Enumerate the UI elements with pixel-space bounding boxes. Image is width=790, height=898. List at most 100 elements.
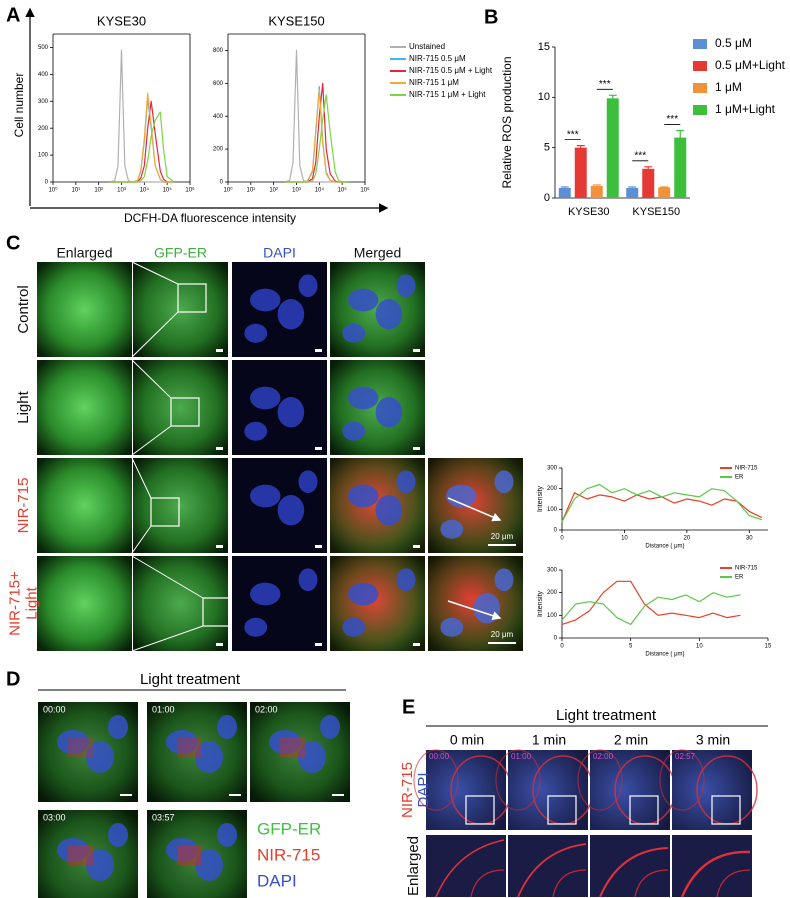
membrane [495, 749, 541, 811]
nucleus [473, 593, 501, 624]
nucleus [348, 386, 379, 410]
zoom-box [465, 795, 495, 825]
micrograph-enlarged [590, 835, 670, 897]
panel-title: Light treatment [140, 671, 241, 688]
y-axis-label: Intensity [537, 590, 544, 617]
profile-arrow [447, 600, 502, 620]
error-bar [560, 186, 569, 188]
zoom-line [131, 555, 204, 599]
nucleus [250, 582, 281, 606]
time-label: 3 min [696, 732, 730, 748]
x-tick-label: 10³ [117, 188, 126, 194]
zoom-box [177, 283, 207, 313]
nir-speckle [177, 737, 202, 757]
timestamp: 01:00 [511, 752, 532, 761]
y-tick-label: 0 [45, 180, 49, 186]
nucleus [108, 823, 128, 847]
nucleus [298, 568, 318, 592]
row-label: Light [23, 586, 40, 619]
error-bar [592, 184, 601, 186]
scale-label: 20 μm [491, 630, 514, 639]
micrograph-er [133, 556, 228, 651]
nucleus [277, 397, 305, 428]
y-axis-label: Cell number [12, 73, 26, 138]
x-tick-label: 10⁴ [140, 187, 150, 194]
nucleus [348, 582, 379, 606]
y-tick-label: 400 [213, 114, 224, 120]
nucleus [195, 741, 223, 773]
significance-label: *** [634, 150, 646, 161]
legend-swatch [693, 39, 707, 49]
y-tick-label: 0 [554, 636, 558, 642]
bar [574, 147, 587, 198]
panel-letter: A [6, 4, 20, 26]
zoom-line [131, 311, 179, 358]
legend-label: NIR-715 [735, 566, 758, 572]
time-label: 0 min [450, 732, 484, 748]
legend-label: NIR-715 1 μM + Light [409, 90, 486, 99]
micrograph-er [37, 458, 132, 553]
membrane [552, 869, 587, 898]
data-line [284, 94, 349, 183]
nucleus [277, 495, 305, 526]
membrane [470, 869, 505, 898]
legend-label: GFP-ER [257, 819, 321, 838]
legend-label: Unstained [409, 42, 445, 51]
y-tick-label: 0 [220, 180, 224, 186]
zoom-box [150, 497, 180, 527]
row-label: Light [15, 390, 32, 423]
y-tick-label: 5 [544, 142, 550, 154]
micrograph-enlarged [508, 835, 588, 897]
nucleus [342, 421, 366, 441]
membrane [517, 843, 587, 898]
x-tick-label: 30 [746, 536, 753, 542]
nucleus [396, 568, 416, 592]
legend-label: NIR-715 1 μM [409, 78, 459, 87]
legend-swatch [693, 83, 707, 93]
time-label: 1 min [532, 732, 566, 748]
y-tick-label: 400 [38, 72, 49, 78]
nucleus [244, 617, 268, 637]
data-line [561, 592, 741, 625]
bar [642, 168, 655, 198]
membrane [413, 749, 459, 811]
x-tick-label: KYSE150 [632, 206, 680, 218]
y-tick-label: 300 [547, 568, 558, 574]
x-tick-label: 10⁰ [48, 187, 58, 194]
zoom-box [170, 397, 200, 427]
error-bar [608, 94, 617, 99]
nucleus [86, 741, 114, 773]
zoom-box [547, 795, 577, 825]
scale-bar [216, 447, 223, 450]
chart-title: KYSE30 [97, 13, 146, 28]
y-axis-label: Intensity [537, 485, 544, 512]
nucleus [298, 470, 318, 494]
timestamp: 02:57 [675, 752, 696, 761]
zoom-line [131, 625, 204, 652]
scale-bar [488, 642, 516, 644]
timestamp: 02:00 [255, 704, 278, 714]
nucleus [440, 617, 464, 637]
x-axis-label: Distance ( μm) [645, 544, 684, 550]
micrograph-er [37, 262, 132, 357]
micrograph-er [37, 556, 132, 651]
x-tick-label: 10⁶ [185, 187, 195, 194]
zoom-box [202, 597, 232, 627]
nucleus [375, 397, 403, 428]
nucleus [446, 484, 477, 508]
zoom-line [131, 261, 179, 285]
nucleus [396, 274, 416, 298]
zoom-line [131, 525, 152, 554]
nucleus [440, 519, 464, 539]
membrane [680, 850, 751, 898]
error-bar [576, 145, 585, 148]
x-tick-label: 10³ [292, 188, 301, 194]
scale-bar [216, 349, 223, 352]
column-header: GFP-ER [154, 245, 207, 261]
panel-letter: E [402, 696, 415, 718]
bar [558, 187, 571, 198]
x-tick-label: 5 [629, 644, 633, 650]
row-label: NIR-715+ [6, 571, 23, 636]
